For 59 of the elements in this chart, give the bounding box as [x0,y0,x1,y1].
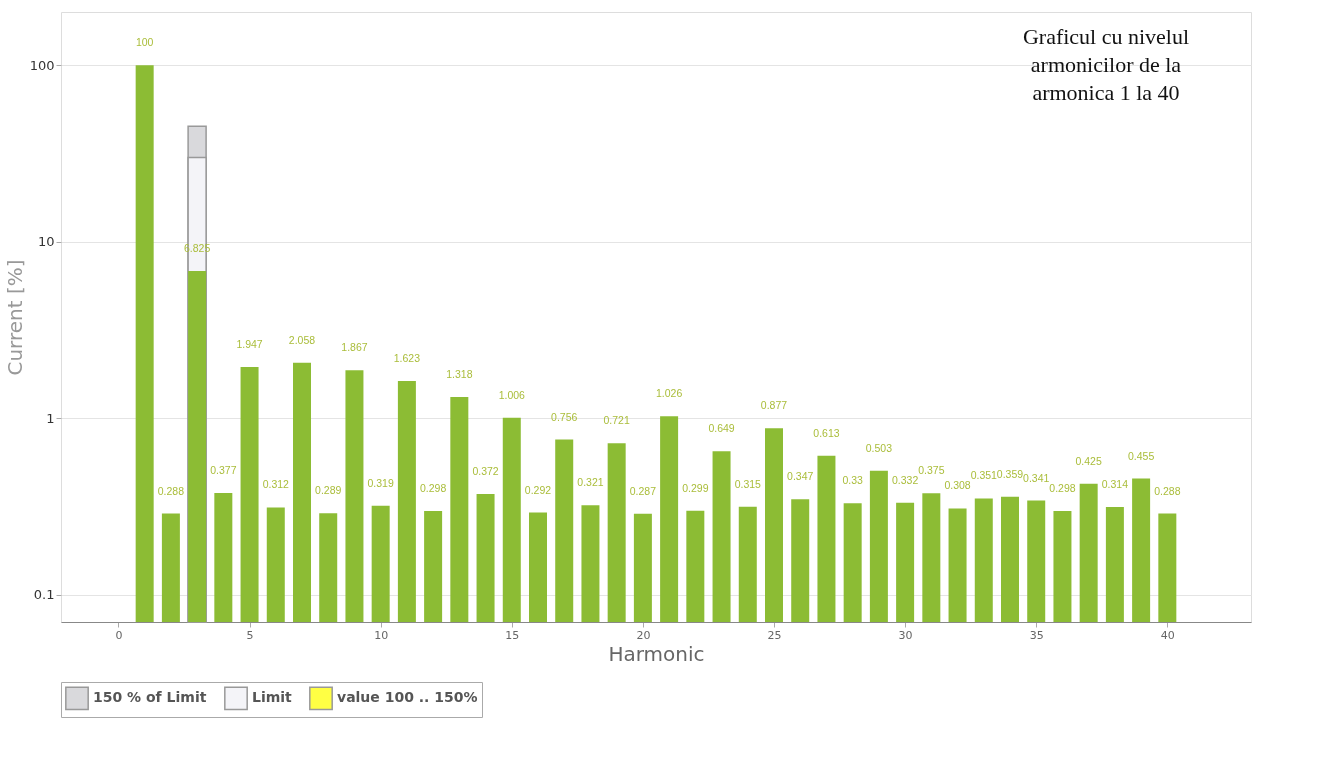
data-label: 0.312 [262,478,290,491]
data-label: 0.298 [419,481,447,494]
data-label: 0.455 [1127,449,1155,462]
x-tick-label: 30 [898,628,913,642]
data-label: 0.288 [1154,484,1181,497]
y-tick-label: 10 [37,234,55,250]
data-label: 0.315 [734,477,762,490]
data-label: 1.867 [341,341,368,354]
x-tick-label: 15 [505,628,520,642]
data-label: 1.026 [655,387,683,400]
data-label: 0.377 [210,463,237,476]
x-tick-label: 40 [1160,628,1175,642]
x-tick-label: 0 [115,628,123,642]
x-tick-label: 25 [767,628,782,642]
data-label: 1.947 [236,338,263,351]
legend-label: 150 % of Limit [93,689,207,706]
data-label: 0.321 [577,476,604,489]
y-tick-label: 0.1 [33,587,55,603]
data-label: 0.877 [760,399,788,412]
data-label: 0.372 [472,464,499,477]
x-tick-label: 5 [246,628,254,642]
data-label: 0.319 [367,476,394,489]
data-label: 0.649 [708,422,735,435]
y-axis-title: Current [%] [2,259,27,376]
x-axis-title: Harmonic [608,641,705,666]
data-label: 0.287 [629,484,657,497]
data-label: 1.006 [498,388,526,401]
x-tick-label: 10 [374,628,389,642]
data-label: 6.825 [183,241,211,254]
data-label: 0.292 [524,483,552,496]
data-label: 0.289 [315,484,342,497]
data-label: 0.359 [996,467,1024,480]
x-tick-label: 35 [1029,628,1044,642]
data-label: 0.33 [842,474,864,487]
legend-label: value 100 .. 150% [337,689,478,706]
data-label: 0.288 [157,484,185,497]
data-label: 0.308 [944,479,971,492]
data-label: 2.058 [288,333,316,346]
data-label: 100 [135,36,154,49]
data-label: 0.375 [918,464,945,477]
y-tick-label: 1 [46,410,55,426]
x-tick-label: 20 [636,628,651,642]
legend-label: Limit [252,689,293,706]
data-label: 0.503 [865,441,893,454]
data-label: 0.347 [787,470,814,483]
data-label: 1.623 [393,352,421,365]
data-label: 0.298 [1049,481,1076,494]
data-label: 0.351 [970,469,998,482]
y-tick-label: 100 [29,57,55,73]
data-label: 1.318 [446,367,473,380]
annotation: Graficul cu nivelul armonicilor de la armonica 1 la 40 [1022,24,1190,105]
data-label: 0.756 [551,410,578,423]
data-label: 0.299 [682,481,709,494]
data-label: 0.721 [603,414,630,427]
data-label: 0.613 [813,426,840,439]
data-label: 0.341 [1023,471,1050,484]
data-label: 0.332 [891,473,919,486]
data-label: 0.314 [1101,477,1129,490]
data-label: 0.425 [1075,454,1102,467]
